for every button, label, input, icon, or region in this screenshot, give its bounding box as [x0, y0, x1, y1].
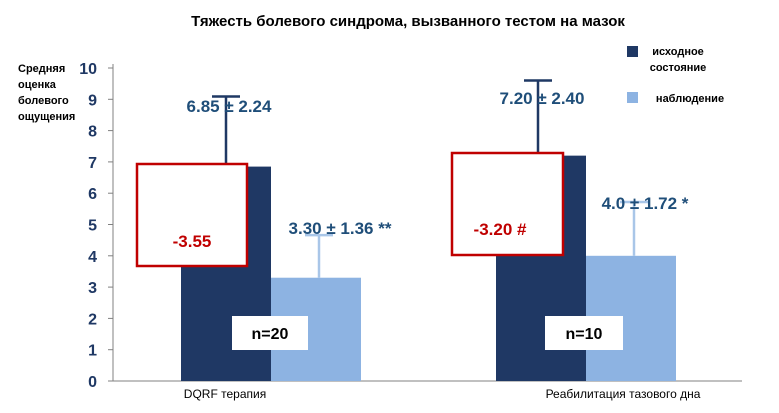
data-label: 4.0 ± 1.72 *	[602, 194, 689, 213]
legend-swatch	[627, 46, 638, 57]
sample-size-box	[545, 316, 623, 350]
sample-size-label: n=20	[252, 326, 289, 343]
data-label: 7.20 ± 2.40	[500, 89, 585, 108]
y-tick-label: 5	[88, 218, 97, 235]
chart-title: Тяжесть болевого синдрома, вызванного те…	[191, 13, 625, 30]
difference-label: -3.55	[173, 232, 212, 251]
y-tick-label: 2	[88, 311, 97, 328]
sample-size-label: n=10	[566, 326, 603, 343]
y-tick-label: 0	[88, 374, 97, 391]
difference-box	[135, 162, 249, 268]
data-label: 3.30 ± 1.36 **	[289, 219, 392, 238]
y-tick-label: 3	[88, 280, 97, 297]
data-label: 6.85 ± 2.24	[187, 97, 272, 116]
sample-size-box	[232, 316, 308, 350]
y-axis-label: оценка	[18, 79, 57, 91]
legend-label: наблюдение	[656, 93, 724, 105]
difference-box	[450, 151, 565, 257]
y-tick-label: 8	[88, 124, 97, 141]
y-axis-label: ощущения	[18, 111, 75, 123]
legend-label: исходное	[652, 46, 704, 58]
y-tick-label: 9	[88, 92, 97, 109]
y-axis-label: Средняя	[18, 63, 65, 75]
y-tick-label: 7	[88, 155, 97, 172]
x-tick-label: Реабилитация тазового дна	[546, 387, 701, 401]
legend-label: состояние	[650, 62, 707, 74]
plot-area: 0 1 2 3 4 5 6 7 8 9 10 Средняя оценка болевого ощущени…	[18, 46, 742, 401]
y-tick-label: 6	[88, 186, 97, 203]
legend-swatch	[627, 92, 638, 103]
y-tick-label: 10	[79, 61, 97, 78]
difference-label: -3.20 #	[474, 220, 527, 239]
y-tick-label: 1	[88, 343, 97, 360]
y-axis-label: болевого	[18, 95, 69, 107]
x-tick-label: DQRF терапия	[184, 387, 266, 401]
y-tick-label: 4	[88, 249, 97, 266]
